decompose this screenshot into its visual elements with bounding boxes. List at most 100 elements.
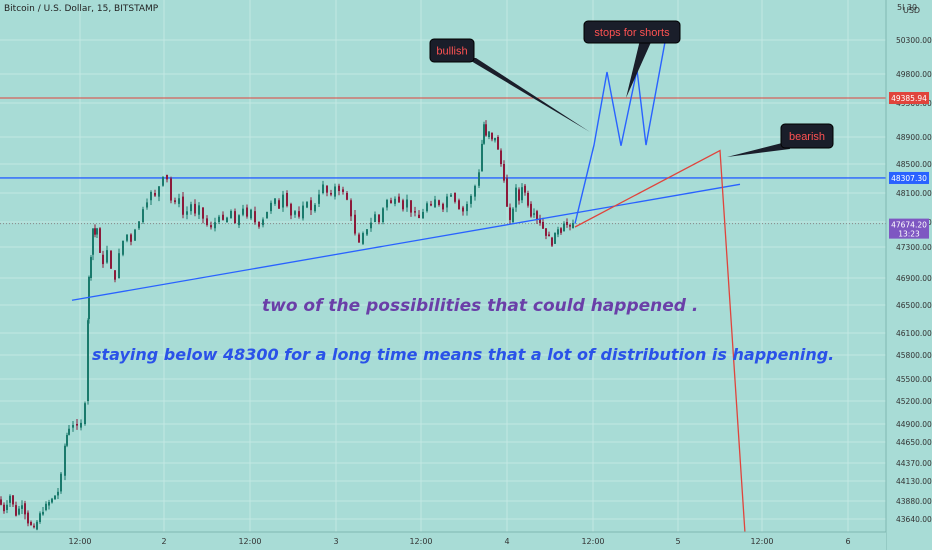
y-axis[interactable]: USD50300.0049800.0049300.0048900.0048500…: [885, 0, 932, 550]
x-tick-label: 12:00: [238, 537, 261, 546]
y-tick-label: 45800.00: [896, 351, 932, 360]
x-tick-label: 3: [333, 537, 338, 546]
candle-body: [497, 137, 499, 150]
candle-body: [370, 222, 372, 229]
bullish-callout[interactable]: bullish: [429, 38, 590, 132]
horizontal-lines[interactable]: [0, 97, 886, 225]
candle-body: [130, 234, 132, 242]
candle-body: [146, 202, 148, 208]
candle-body: [142, 209, 144, 222]
candle-body: [551, 237, 553, 246]
candle-body: [174, 200, 176, 203]
candle-body: [39, 513, 41, 522]
candle-body: [45, 503, 47, 510]
candle-body: [57, 491, 59, 496]
candle-body: [246, 207, 248, 217]
candle-body: [18, 508, 20, 515]
candle-body: [262, 219, 264, 226]
candle-body: [430, 203, 432, 206]
candle-body: [458, 200, 460, 210]
candle-body: [358, 234, 360, 243]
x-tick-label: 12:00: [409, 537, 432, 546]
bullish-path[interactable]: [574, 31, 668, 224]
stops-callout-pointer: [626, 40, 652, 98]
y-tick-label: 49800.00: [896, 70, 932, 79]
candle-body: [406, 199, 408, 208]
candle-body: [414, 211, 416, 213]
bullish-callout-box: [429, 38, 475, 63]
x-tick-label: 2: [161, 537, 166, 546]
candle-body: [126, 234, 128, 241]
candle-body: [563, 223, 565, 232]
candle-body: [326, 185, 328, 193]
bearish-callout-box: [780, 123, 834, 149]
bearish-path[interactable]: [574, 149, 746, 534]
y-tick-label: 48900.00: [896, 133, 932, 142]
y-tick-label: 45500.00: [896, 375, 932, 384]
candle-body: [15, 505, 17, 516]
candle-body: [306, 202, 308, 208]
candle-body: [572, 223, 574, 229]
candle-body: [21, 505, 23, 509]
candle-body: [218, 216, 220, 222]
candle-body: [3, 504, 5, 512]
callouts[interactable]: bullish stops for shorts bearish: [429, 20, 834, 157]
candle-body: [386, 199, 388, 208]
stops-callout[interactable]: stops for shorts: [583, 20, 681, 98]
candle-body: [318, 194, 320, 204]
x-axis-panel: [0, 532, 886, 550]
symbol-title[interactable]: Bitcoin / U.S. Dollar, 15, BITSTAMP: [4, 4, 159, 14]
candle-body: [378, 214, 380, 223]
candle-body: [242, 208, 244, 215]
candle-body: [226, 217, 228, 222]
y-tick-label: 44130.00: [896, 477, 932, 486]
candle-body: [322, 184, 324, 193]
tag-red-level: 49385.94: [889, 92, 929, 105]
candle-body: [310, 200, 312, 211]
candle-body: [334, 186, 336, 197]
drawings[interactable]: [71, 31, 746, 534]
candle-body: [150, 191, 152, 201]
bearish-callout-pointer: [727, 142, 790, 157]
candle-body: [494, 137, 496, 141]
candle-body: [270, 202, 272, 212]
candle-body: [80, 422, 82, 428]
candle-body: [64, 445, 66, 476]
candles: [0, 120, 574, 531]
y-tick-label: 44900.00: [896, 420, 932, 429]
candle-body: [0, 499, 2, 505]
candle-body: [314, 204, 316, 212]
candle-body: [418, 214, 420, 219]
candle-body: [99, 228, 101, 253]
candle-body: [138, 221, 140, 229]
candle-body: [474, 185, 476, 197]
x-tick-label: 12:00: [581, 537, 604, 546]
tag-red-level-text: 49385.94: [891, 94, 927, 103]
candle-body: [36, 521, 38, 530]
candle-body: [94, 228, 96, 235]
bullish-callout-label: bullish: [436, 46, 467, 58]
support-trendline[interactable]: [71, 183, 741, 301]
candle-body: [72, 424, 74, 428]
bearish-callout[interactable]: bearish: [727, 123, 834, 157]
candle-body: [66, 435, 68, 446]
candle-body: [442, 203, 444, 210]
candle-body: [542, 222, 544, 229]
candle-body: [87, 320, 89, 401]
candle-body: [102, 254, 104, 265]
candle-body: [536, 211, 538, 220]
candle-body: [33, 525, 35, 528]
candle-body: [515, 187, 517, 208]
tag-blue-level: 48307.30: [889, 171, 929, 184]
candle-body: [214, 222, 216, 229]
note-possibilities: two of the possibilities that could happ…: [262, 296, 699, 316]
candle-body: [186, 211, 188, 215]
x-axis[interactable]: 12:00 2 12:00 3 12:00 4 12:00 5 12:00 6: [0, 531, 886, 550]
candle-body: [434, 199, 436, 208]
candle-body: [110, 250, 112, 269]
candle-body: [298, 211, 300, 217]
